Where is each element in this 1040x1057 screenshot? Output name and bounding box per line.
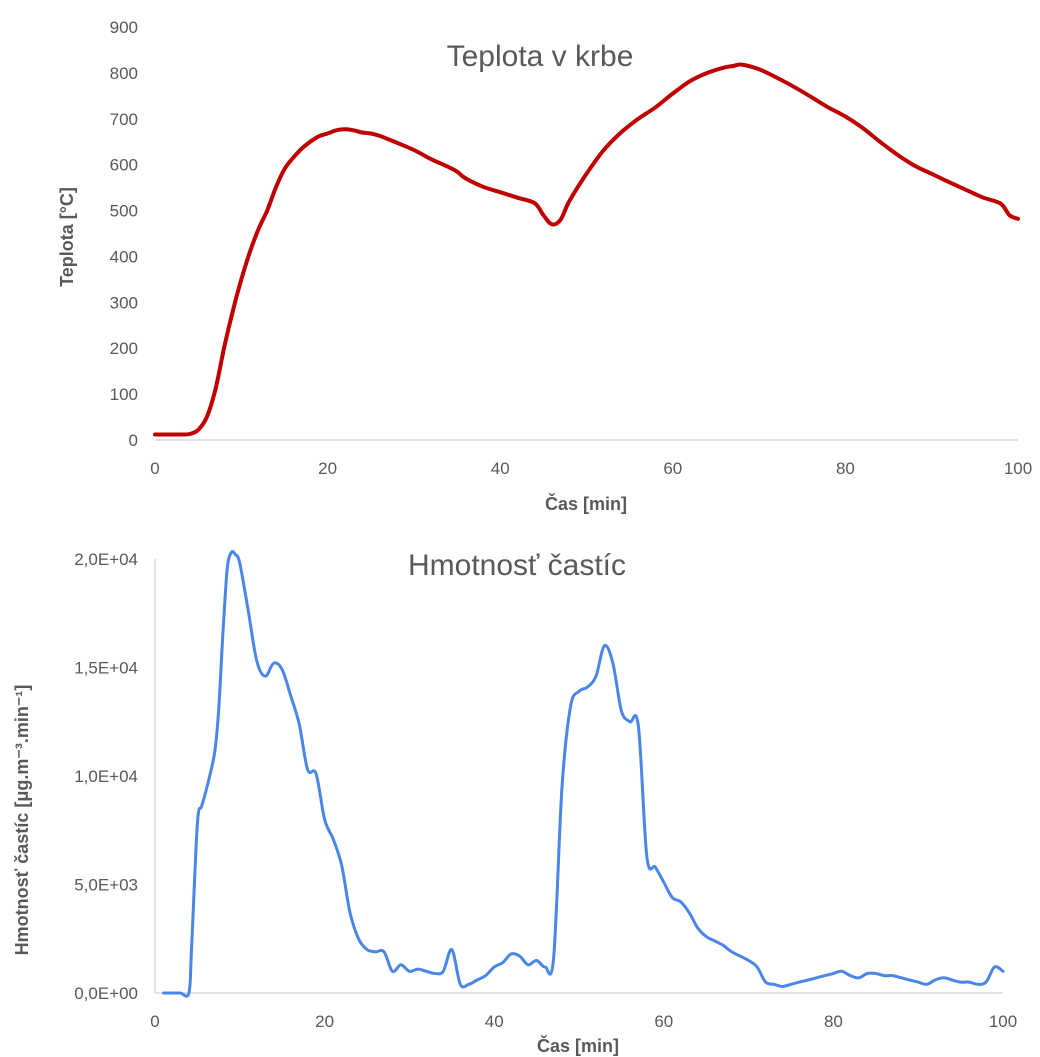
chart1-y-ticks: 0 100 200 300 400 500 600 700 800 900 [110,18,138,450]
chart2-y-axis-title: Hmotnosť častíc [μg.m⁻³.min⁻¹] [12,685,32,956]
chart1-y-tick-label: 100 [110,385,138,404]
chart1-y-tick-label: 500 [110,202,138,221]
chart1-y-tick-label: 800 [110,64,138,83]
chart1-series-line [153,62,1020,437]
chart2-x-ticks: 0 20 40 60 80 100 [150,1012,1017,1031]
chart2-y-tick-label: 1,5E+04 [74,659,138,678]
chart1-y-tick-label: 0 [129,431,138,450]
chart1-y-axis-title: Teplota [°C] [57,187,77,287]
chart1-y-tick-label: 200 [110,339,138,358]
chart2-x-tick-label: 0 [150,1012,159,1031]
chart1-y-tick-label: 400 [110,247,138,266]
particle-mass-chart: Hmotnosť častíc 0,0E+00 5,0E+03 1,0E+04 1,5… [12,549,1017,1056]
chart2-y-tick-label: 1,0E+04 [74,767,138,786]
chart1-x-tick-label: 80 [836,459,855,478]
chart1-x-tick-label: 0 [150,459,159,478]
chart2-y-tick-label: 2,0E+04 [74,550,138,569]
chart1-x-tick-label: 60 [663,459,682,478]
chart1-x-ticks: 0 20 40 60 80 100 [150,459,1032,478]
chart1-x-tick-label: 20 [318,459,337,478]
chart1-y-tick-label: 700 [110,110,138,129]
chart1-y-tick-label: 900 [110,18,138,37]
chart1-y-tick-label: 600 [110,156,138,175]
chart2-y-ticks: 0,0E+00 5,0E+03 1,0E+04 1,5E+04 2,0E+04 [74,550,138,1003]
chart2-x-tick-label: 80 [824,1012,843,1031]
chart2-y-tick-label: 5,0E+03 [74,876,138,895]
temperature-chart: Teplota v krbe 0100200300400500600700800… [57,18,1032,514]
chart1-title: Teplota v krbe [447,40,634,73]
chart1-x-tick-label: 40 [491,459,510,478]
chart2-title: Hmotnosť častíc [408,549,626,582]
chart2-y-tick-label: 0,0E+00 [74,984,138,1003]
chart1-x-axis-title: Čas [min] [545,493,627,514]
chart2-x-tick-label: 20 [315,1012,334,1031]
chart2-x-axis-title: Čas [min] [537,1035,619,1056]
chart1-x-tick-label: 100 [1004,459,1032,478]
chart2-x-tick-label: 60 [654,1012,673,1031]
chart2-x-tick-label: 100 [989,1012,1017,1031]
chart2-x-tick-label: 40 [485,1012,504,1031]
chart1-y-tick-label: 300 [110,293,138,312]
chart2-series-line [162,550,1005,998]
